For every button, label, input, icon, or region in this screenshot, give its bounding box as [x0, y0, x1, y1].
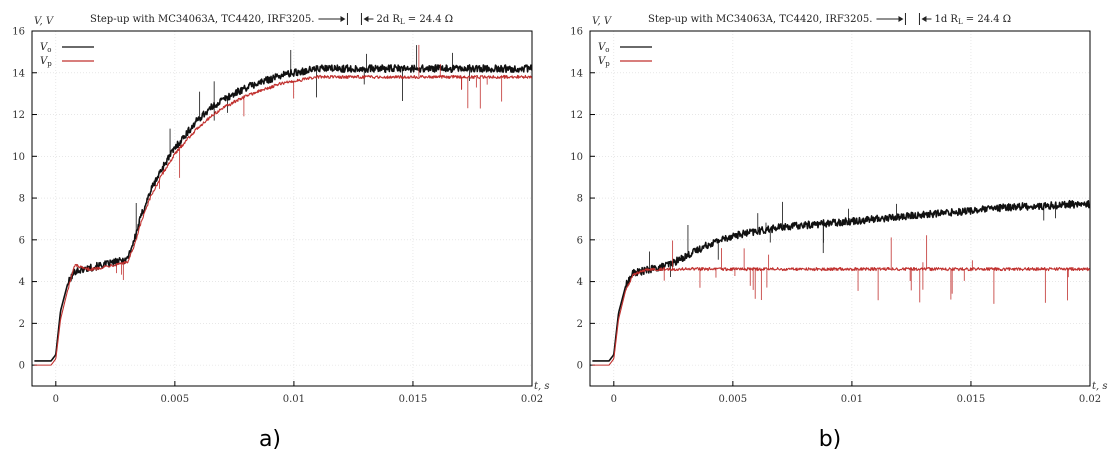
y-tick-label: 14: [12, 68, 25, 79]
chart-title: Step-up with MC34063A, TC4420, IRF3205.: [90, 14, 314, 25]
legend-entry-vo: Vo: [40, 42, 51, 54]
x-tick-label: 0.005: [719, 394, 748, 405]
annotation-value: = 24.4 Ω: [963, 14, 1011, 25]
y-tick-label: 6: [19, 235, 25, 246]
arrowhead-icon: [921, 16, 927, 22]
x-tick-label: 0: [611, 394, 617, 405]
y-tick-label: 4: [577, 277, 583, 288]
plot-frame: [589, 30, 1091, 387]
y-tick-label: 0: [577, 361, 583, 372]
x-tick-label: 0.02: [1079, 394, 1101, 405]
plot-frame: [31, 30, 533, 387]
series-line: [34, 74, 532, 366]
y-axis-label: V, V: [34, 16, 55, 27]
x-axis-label: t, s: [534, 381, 550, 392]
y-tick-label: 2: [19, 319, 25, 330]
y-tick-label: 12: [12, 110, 25, 121]
chart-panel-a: 0 0.005 0.01 0.015 0.02 0 2 4 6 8 10 12 14 16 V, V t, s…: [12, 13, 550, 452]
x-tick-label: 0.02: [521, 394, 543, 405]
legend-entry-vo: Vo: [598, 42, 609, 54]
panel-caption: b): [819, 427, 842, 452]
series-vp: [34, 44, 532, 366]
annotation-label: 2d R: [376, 14, 400, 25]
annotation-text: 1d RL = 24.4 Ω: [934, 14, 1011, 26]
y-tick-label: 10: [12, 152, 25, 163]
legend-label: V: [40, 56, 49, 67]
y-tick-label: 8: [577, 194, 583, 205]
legend-subscript: o: [605, 46, 609, 54]
x-tick-label: 0.01: [841, 394, 863, 405]
y-tick-label: 8: [19, 194, 25, 205]
chart-panel-b: 0 0.005 0.01 0.015 0.02 0 2 4 6 8 10 12 14 16 V, V t, s…: [570, 13, 1108, 452]
legend-label: V: [40, 42, 49, 53]
annotation-value: = 24.4 Ω: [405, 14, 453, 25]
x-tick-label: 0.015: [957, 394, 986, 405]
y-tick-label: 10: [570, 152, 583, 163]
legend-subscript: o: [47, 46, 51, 54]
y-axis-label: V, V: [592, 16, 613, 27]
series-line: [34, 64, 532, 362]
arrowhead-icon: [898, 16, 904, 22]
series-line: [592, 199, 1090, 362]
arrowhead-icon: [340, 16, 346, 22]
series-vo: [592, 199, 1090, 362]
y-tick-label: 12: [570, 110, 583, 121]
annotation-subscript: L: [958, 18, 963, 26]
legend-entry-vp: Vp: [598, 56, 610, 68]
series-line: [592, 266, 1090, 366]
y-tick-label: 16: [12, 27, 25, 38]
legend-subscript: p: [605, 60, 610, 68]
x-tick-label: 0.01: [283, 394, 305, 405]
y-tick-label: 0: [19, 361, 25, 372]
legend-entry-vp: Vp: [40, 56, 52, 68]
series-vo: [34, 45, 532, 362]
y-tick-label: 6: [577, 235, 583, 246]
chart-title: Step-up with MC34063A, TC4420, IRF3205.: [648, 14, 872, 25]
x-axis-label: t, s: [1092, 381, 1108, 392]
x-tick-label: 0: [53, 394, 59, 405]
panel-caption: a): [259, 427, 281, 452]
annotation-text: 2d RL = 24.4 Ω: [376, 14, 453, 26]
x-tick-label: 0.015: [399, 394, 428, 405]
y-tick-label: 4: [19, 277, 25, 288]
legend-label: V: [598, 42, 607, 53]
annotation-subscript: L: [400, 18, 405, 26]
series-vp: [592, 235, 1090, 366]
y-tick-label: 14: [570, 68, 583, 79]
y-tick-label: 2: [577, 319, 583, 330]
arrowhead-icon: [363, 16, 369, 22]
legend-subscript: p: [47, 60, 52, 68]
y-tick-label: 16: [570, 27, 583, 38]
legend-label: V: [598, 56, 607, 67]
annotation-label: 1d R: [934, 14, 958, 25]
x-tick-label: 0.005: [161, 394, 190, 405]
